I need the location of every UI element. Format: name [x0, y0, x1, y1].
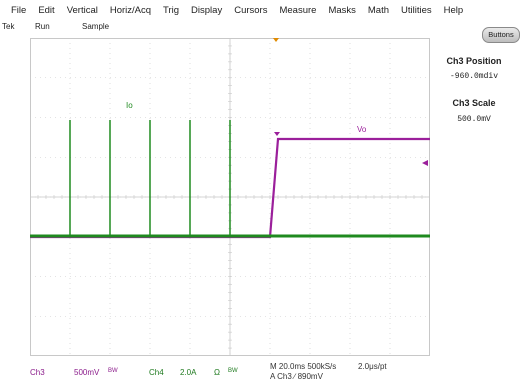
- menu-help[interactable]: Help: [443, 4, 464, 16]
- trigger-readout[interactable]: A Ch3 ∕ 890mV: [270, 372, 323, 381]
- menu-edit[interactable]: Edit: [38, 4, 55, 16]
- ch3-bw-indicator: BW: [108, 368, 118, 374]
- trigger-level-marker: [422, 160, 428, 166]
- buttons-button[interactable]: Buttons: [482, 27, 520, 43]
- ch3-trace-label: Vo: [357, 125, 367, 134]
- timebase-readout[interactable]: M 20.0ms 500kS/s: [270, 362, 337, 371]
- menu-masks[interactable]: Masks: [328, 4, 356, 16]
- ch4-waveform: [30, 120, 430, 238]
- ch4-trace-label: Io: [126, 101, 133, 110]
- menu-cursors[interactable]: Cursors: [234, 4, 268, 16]
- run-state: Run: [35, 22, 50, 31]
- menu-utilities[interactable]: Utilities: [401, 4, 432, 16]
- ch3-readout-scale[interactable]: 500mV: [74, 368, 100, 377]
- ch3-trigger-point-marker: [274, 132, 280, 136]
- menu-vertical[interactable]: Vertical: [66, 4, 98, 16]
- menu-trig[interactable]: Trig: [163, 4, 180, 16]
- waveform-screen[interactable]: Io Vo 4: [30, 38, 430, 356]
- sample-interval-readout: 2.0μs/pt: [358, 362, 387, 371]
- ch3-position-value[interactable]: -960.0mdiv: [449, 72, 498, 81]
- brand-label: Tek: [2, 22, 15, 31]
- ch4-ohm-indicator: Ω: [214, 368, 220, 377]
- ch3-scale-value[interactable]: 500.0mV: [457, 115, 491, 124]
- menu-horiz-acq[interactable]: Horiz/Acq: [109, 4, 152, 16]
- ch3-readout-name[interactable]: Ch3: [30, 368, 45, 377]
- ch4-bw-indicator: BW: [228, 368, 238, 374]
- ch3-position-title: Ch3 Position: [446, 56, 502, 66]
- ch3-scale-title: Ch3 Scale: [452, 98, 496, 108]
- menu-measure[interactable]: Measure: [279, 4, 317, 16]
- menu-file[interactable]: File: [11, 4, 27, 16]
- menu-bar: File Edit Vertical Horiz/Acq Trig Displa…: [0, 0, 524, 20]
- ch4-readout-name[interactable]: Ch4: [149, 368, 164, 377]
- menu-display[interactable]: Display: [191, 4, 223, 16]
- acquisition-mode: Sample: [82, 22, 110, 31]
- trigger-position-marker: [273, 38, 279, 42]
- menu-math[interactable]: Math: [367, 4, 390, 16]
- ch4-readout-scale[interactable]: 2.0A: [180, 368, 197, 377]
